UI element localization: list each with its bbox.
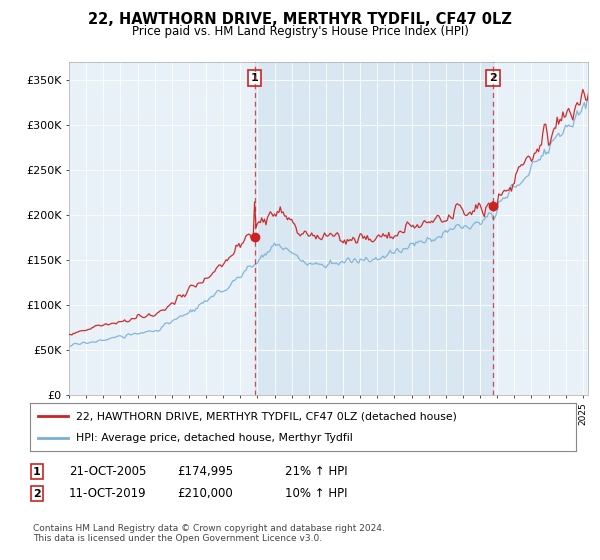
- Text: 22, HAWTHORN DRIVE, MERTHYR TYDFIL, CF47 0LZ (detached house): 22, HAWTHORN DRIVE, MERTHYR TYDFIL, CF47…: [76, 411, 457, 421]
- Text: £174,995: £174,995: [177, 465, 233, 478]
- Text: 10% ↑ HPI: 10% ↑ HPI: [285, 487, 347, 501]
- Bar: [254, 62, 493, 395]
- Text: 2: 2: [33, 489, 41, 499]
- Text: £210,000: £210,000: [177, 487, 233, 501]
- Text: 22, HAWTHORN DRIVE, MERTHYR TYDFIL, CF47 0LZ: 22, HAWTHORN DRIVE, MERTHYR TYDFIL, CF47…: [88, 12, 512, 27]
- Text: HPI: Average price, detached house, Merthyr Tydfil: HPI: Average price, detached house, Mert…: [76, 433, 353, 443]
- Text: 1: 1: [33, 466, 41, 477]
- Text: 1: 1: [251, 73, 259, 83]
- Text: 21-OCT-2005: 21-OCT-2005: [69, 465, 146, 478]
- Text: Price paid vs. HM Land Registry's House Price Index (HPI): Price paid vs. HM Land Registry's House …: [131, 25, 469, 38]
- Text: 11-OCT-2019: 11-OCT-2019: [69, 487, 146, 501]
- Text: 2: 2: [490, 73, 497, 83]
- Text: Contains HM Land Registry data © Crown copyright and database right 2024.
This d: Contains HM Land Registry data © Crown c…: [33, 524, 385, 543]
- Text: 21% ↑ HPI: 21% ↑ HPI: [285, 465, 347, 478]
